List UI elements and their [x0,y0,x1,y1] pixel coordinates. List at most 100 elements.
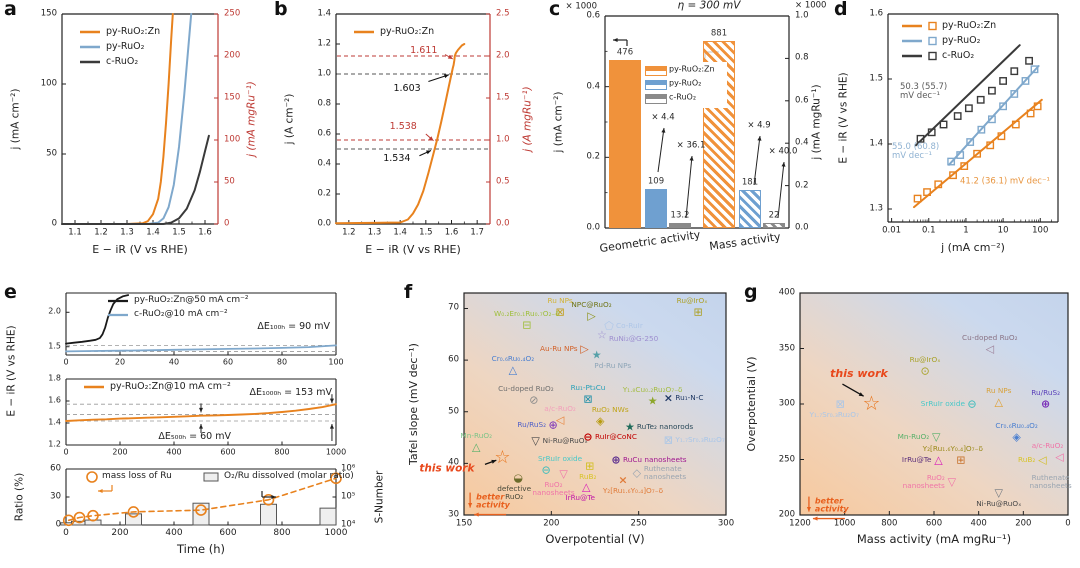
legend-label: py-RuO₂ [669,78,702,88]
y-tick-label: 2.0 [48,306,61,316]
x-tick-label: 0.01 [882,225,902,236]
point-label: RuB₂ [1018,454,1036,464]
legend-swatch [645,93,667,104]
panel-g-letter: g [744,281,758,303]
s-number-tick-label: 10⁵ [341,491,356,502]
y-left-axis-label: j (mA cm⁻²) [9,88,22,150]
x-tick-label: 1.5 [172,227,186,238]
x-tick-label: 400 [165,528,183,539]
tafel-slope-py-ruo2-zn: 41.2 (36.1) mV dec⁻¹ [960,176,1050,187]
better-activity-annotation: better activity [476,491,510,510]
y-left-tick-label: 50 [46,148,57,159]
bar-value-label: 881 [710,28,728,39]
point-label: Ruthenate nanosheets [643,463,687,481]
delta-e-1000h: ΔE₁₀₀₀ₕ = 153 mV [249,386,332,398]
annotation: 1.538 [389,121,417,133]
point-label: Y₂[Ru₁.₆Y₀.₄]O₇₋δ [922,443,983,453]
panel-f-letter: f [404,281,413,303]
x-tick-label: 1000 [325,447,347,457]
x-axis-label: E − iR (V vs RHE) [92,243,188,257]
x-tick-label: 200 [112,447,128,457]
chart-graphics [61,13,219,225]
point-label: RuIr@CoNC [595,431,637,441]
y-left-tick-label: 0.0 [317,218,331,229]
multiplier-4p9: × 4.9 [747,120,771,131]
y-left-tick-label: 1.3 [869,203,883,214]
y-tick-label: 1.6 [48,395,61,405]
x-tick-label: 1000 [324,528,348,539]
y-left-tick-label: 1.6 [869,8,883,19]
panel-d-letter: d [834,0,848,20]
y-left-axis-label: j (A cm⁻²) [283,93,296,145]
y-tick-label: 1.5 [48,341,61,351]
point-label: Ru NPs [547,296,573,306]
panel-c-letter: c [549,0,561,20]
x-tick-label: 1.1 [68,227,82,238]
left-scale-multiplier: × 1000 [565,1,597,12]
this-work-annotation: this work [830,367,888,381]
x-tick-label: 600 [925,518,943,529]
y-tick-label: 1.2 [48,439,61,449]
marker-rucu-nanosheets: ⊕ [611,453,621,467]
x-tick-label: 400 [970,518,987,529]
marker-ru-nps: ⊠ [555,305,565,319]
x-tick-label: 0 [63,447,69,457]
x-tick-label: 1 [963,225,969,236]
y-left-tick-label: 30 [50,491,61,502]
marker-irru-te: △ [934,453,943,466]
x-tick-label: 600 [220,447,236,457]
legend-label: py-RuO₂ [106,40,145,52]
y-left-tick-label: 1.0 [317,68,331,79]
marker-ruo-: ▽ [947,475,957,489]
marker-ruir-conc: ⊖ [583,430,593,444]
marker-rute-nanorods: ★ [624,420,635,434]
legend-label: c-RuO₂@10 mA cm⁻² [134,309,228,320]
this-work-annotation: this work [419,461,475,474]
y-right-axis-label: j (mA mgRu⁻¹) [810,84,823,160]
panel-f-tafel-vs-overpotential-scatter: f 150 200 250 300 30 40 50 60 70 Overpotential (V)… [400,281,740,568]
y-tick-label: 50 [448,406,459,417]
x-axis-label: Overpotential (V) [545,531,645,546]
point-label: RuTe₂ nanorods [636,422,694,432]
marker-mn-ruo-: ▽ [931,430,941,444]
bar-mass-py-RuO₂ [739,189,761,228]
multiplier-4p4: × 4.4 [651,112,675,123]
x-tick-label: 200 [543,518,560,529]
point-label: Y₁.₇Sr₀.₃Ru₂O₇ [675,434,725,444]
marker-ru-rus-: ⊕ [548,418,558,432]
legend-swatch [645,65,667,76]
gradient-plot-background [800,293,1068,515]
delta-e-100h: ΔE₁₀₀ₕ = 90 mV [257,320,330,332]
y-axis-label: Overpotential (V) [745,356,759,452]
x-tick-label: 1.4 [393,227,407,238]
legend-label: py-RuO₂:Zn@10 mA cm⁻² [110,380,231,392]
marker-cr-ru-o-: ◈ [1012,430,1021,444]
x-tick-label: 0 [1065,518,1071,529]
bar-geometric-py-RuO₂:Zn [609,59,641,228]
x-tick-label: 800 [274,447,290,457]
point-label: defective RuO₂ [497,483,532,501]
s-number-tick-label: 10⁴ [341,519,356,530]
y-left-tick-label: 0.0 [586,222,600,233]
marker-y-cu-ru-o-: ★ [647,394,658,408]
marker-ruo-nws: ◈ [596,414,605,428]
y-left-tick-label: 0.4 [586,81,600,92]
legend-label: c-RuO₂ [942,49,975,61]
point-label: Mn-RuO₂ [460,430,493,440]
y-right-tick-label: 0.5 [496,176,510,187]
x-tick-label: 1000 [833,518,856,529]
point-label: IrRu@Te [901,454,932,464]
x-tick-label: 80 [276,357,288,367]
x-tick-label: 800 [881,518,898,529]
marker-ru-iro-: ⊙ [920,364,930,378]
bar-value-label: 109 [647,176,665,187]
marker-cu-doped-ruo-: ⊘ [529,393,539,407]
y-right-tick-label: 1.5 [496,92,510,103]
y-tick-label: 40 [448,457,459,468]
marker-irru-te: △ [582,480,591,494]
x-axis-label: E − iR (V vs RHE) [365,243,461,257]
y-right-axis-label: j (mA mgRu⁻¹) [245,81,258,157]
x-tick-label: 1.2 [94,227,108,238]
panel-a-letter: a [4,0,17,20]
